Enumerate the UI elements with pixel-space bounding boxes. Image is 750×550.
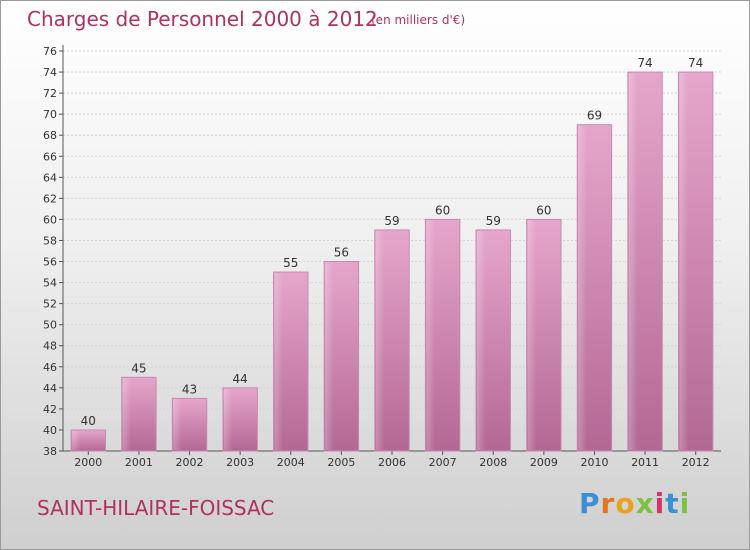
x-tick-label: 2006 — [378, 456, 406, 469]
x-tick-label: 2004 — [277, 456, 305, 469]
x-tick-label: 2001 — [125, 456, 153, 469]
bar-highlight — [122, 378, 132, 450]
x-tick-label: 2011 — [631, 456, 659, 469]
x-tick-labels: 2000 2001 2002 2003 2004 2005 2006 2007 2008 2009… — [74, 456, 709, 469]
data-label: 74 — [688, 56, 703, 70]
data-label: 43 — [182, 382, 197, 396]
y-tick-label: 76 — [43, 45, 57, 58]
y-tick-label: 66 — [43, 150, 57, 163]
y-tick-label: 40 — [43, 424, 57, 437]
y-tick-label: 38 — [43, 445, 57, 458]
y-tick-label: 60 — [43, 213, 57, 226]
y-tick-label: 46 — [43, 361, 57, 374]
bars — [70, 71, 714, 452]
logo-letter: i — [654, 487, 666, 520]
y-tick-label: 64 — [43, 171, 57, 184]
bar-highlight — [173, 399, 182, 450]
logo-letter: x — [635, 487, 655, 520]
y-tick-label: 62 — [43, 192, 57, 205]
bar-highlight — [274, 273, 284, 450]
y-tick-label: 72 — [43, 87, 57, 100]
y-tick-label: 70 — [43, 108, 57, 121]
chart-title: Charges de Personnel 2000 à 2012 — [27, 7, 378, 31]
x-tick-label: 2009 — [530, 456, 558, 469]
data-label: 56 — [334, 246, 349, 260]
bar-highlight — [426, 220, 436, 450]
bar-highlight — [578, 125, 587, 451]
logo-letter: t — [665, 487, 680, 520]
data-label: 60 — [435, 203, 450, 217]
y-tick-label: 48 — [43, 340, 57, 353]
data-label: 45 — [131, 361, 146, 375]
x-tick-label: 2007 — [429, 456, 457, 469]
bar-highlight — [72, 430, 81, 450]
x-tick-label: 2010 — [580, 456, 608, 469]
bar-highlight — [223, 388, 233, 450]
proxiti-logo: Proxiti — [579, 487, 690, 520]
y-tick-labels: 38 40 42 44 46 48 50 52 54 56 58 60 62 64 66 68 70 72 74 76 — [43, 45, 57, 458]
x-tick-label: 2003 — [226, 456, 254, 469]
y-tick-label: 44 — [43, 382, 57, 395]
y-tick-label: 74 — [43, 66, 57, 79]
y-tick-label: 68 — [43, 129, 57, 142]
data-label: 60 — [536, 203, 551, 217]
y-tick-label: 58 — [43, 234, 57, 247]
logo-letter: P — [579, 487, 601, 520]
x-tick-label: 2012 — [682, 456, 710, 469]
y-tick-label: 56 — [43, 256, 57, 269]
logo-letter: i — [679, 487, 691, 520]
data-label: 59 — [384, 214, 399, 228]
chart-subtitle: (en milliers d'€) — [371, 13, 466, 27]
x-tick-label: 2008 — [479, 456, 507, 469]
bar-highlight — [375, 230, 385, 450]
bar-highlight — [477, 230, 486, 450]
logo-letter: r — [600, 487, 616, 520]
data-label: 59 — [486, 214, 501, 228]
data-label: 74 — [637, 56, 652, 70]
y-tick-label: 52 — [43, 298, 57, 311]
data-label: 44 — [233, 372, 248, 386]
data-labels: 40 45 43 44 55 56 59 60 59 60 69 74 74 — [81, 56, 704, 428]
logo-letter: o — [615, 487, 636, 520]
y-tick-label: 50 — [43, 319, 57, 332]
data-label: 40 — [81, 414, 96, 428]
bar-highlight — [679, 73, 689, 450]
x-tick-label: 2000 — [74, 456, 102, 469]
data-label: 69 — [587, 109, 602, 123]
bar-highlight — [628, 73, 638, 450]
bar-highlight — [325, 262, 334, 450]
x-tick-label: 2002 — [176, 456, 204, 469]
bar-highlight — [527, 220, 537, 450]
x-tick-label: 2005 — [327, 456, 355, 469]
commune-name: SAINT-HILAIRE-FOISSAC — [37, 496, 275, 520]
y-tick-label: 54 — [43, 277, 57, 290]
y-tick-label: 42 — [43, 403, 57, 416]
data-label: 55 — [283, 256, 298, 270]
